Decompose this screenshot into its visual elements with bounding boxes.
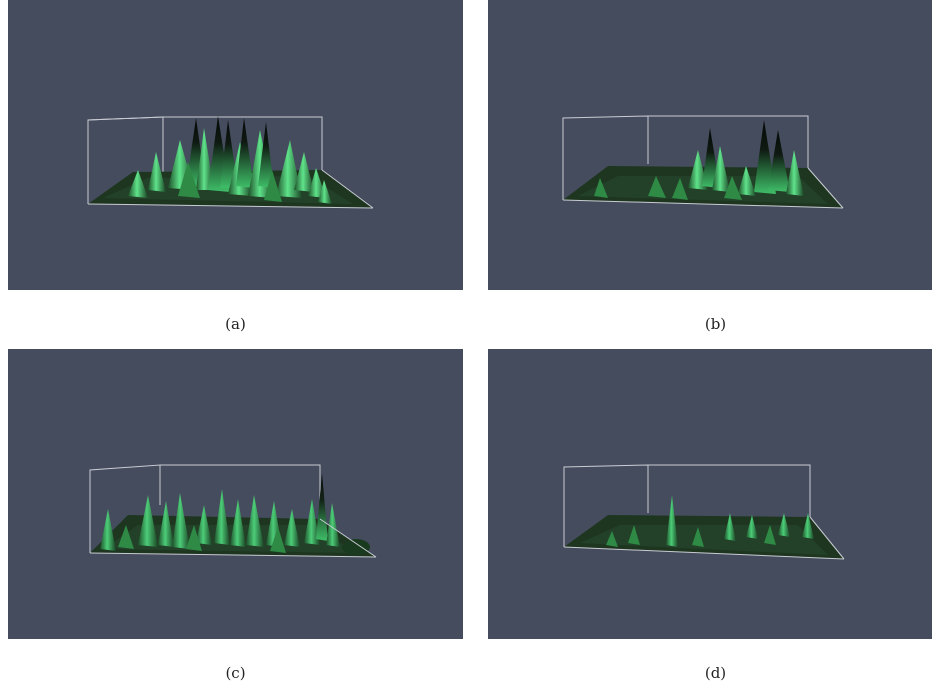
surface-plot-b bbox=[562, 115, 844, 209]
bounding-box bbox=[87, 116, 323, 204]
bounding-box bbox=[563, 464, 811, 547]
surface-plot-c bbox=[89, 464, 377, 558]
surface-plot-panel-d bbox=[488, 349, 932, 639]
caption-d: (d) bbox=[704, 664, 727, 682]
surface-peaks bbox=[606, 495, 814, 547]
caption-a: (a) bbox=[225, 315, 246, 333]
caption-c: (c) bbox=[225, 664, 246, 682]
bounding-box bbox=[562, 115, 809, 200]
surface-plot-panel-b bbox=[488, 0, 932, 290]
surface-plot-a bbox=[87, 116, 374, 209]
caption-b: (b) bbox=[704, 315, 727, 333]
surface-plot-panel-c bbox=[8, 349, 463, 639]
surface-peaks bbox=[100, 473, 370, 555]
surface-peaks bbox=[128, 116, 332, 204]
surface-plot-d bbox=[563, 464, 845, 560]
surface-plot-panel-a bbox=[8, 0, 463, 290]
surface-peaks bbox=[594, 120, 804, 200]
